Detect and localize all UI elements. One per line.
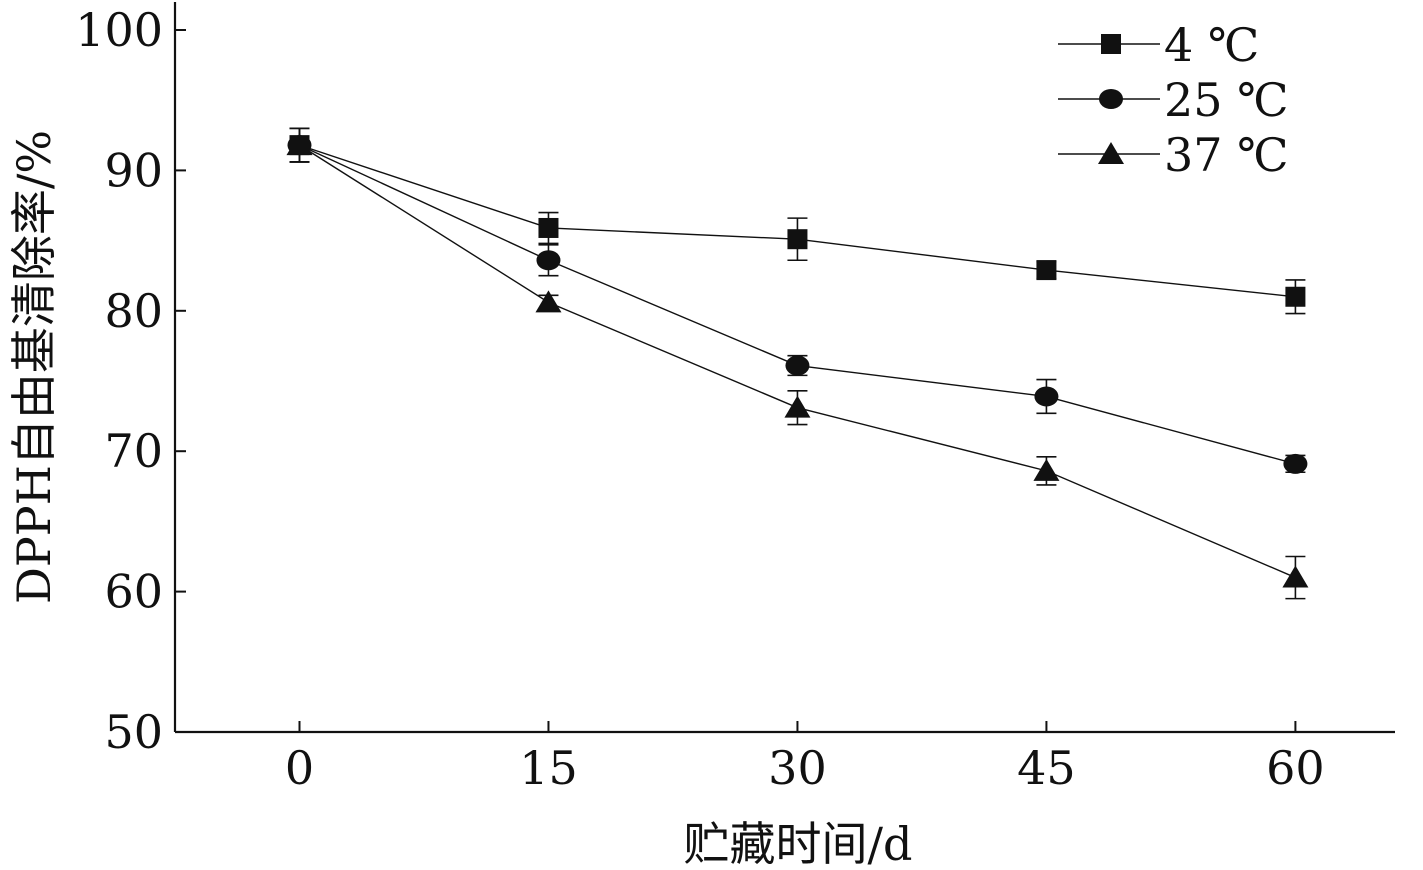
series-3	[286, 127, 1309, 600]
data-point	[1283, 453, 1308, 474]
x-axis-title: 贮藏时间/d	[684, 817, 913, 870]
data-point	[535, 290, 562, 313]
legend-item: 25 ℃	[1058, 73, 1289, 127]
data-point	[1285, 286, 1306, 307]
data-point	[536, 250, 561, 271]
legend-marker	[1098, 142, 1124, 164]
x-tick-label: 60	[1266, 741, 1325, 795]
legend-label: 25 ℃	[1164, 73, 1289, 127]
data-point	[1282, 565, 1309, 588]
legend-label: 4 ℃	[1164, 18, 1259, 72]
y-tick-label: 100	[75, 3, 163, 57]
y-tick-label: 90	[104, 143, 163, 197]
x-tick-label: 15	[519, 741, 578, 795]
x-tick-label: 30	[768, 741, 827, 795]
data-point	[787, 229, 808, 250]
legend-marker	[1099, 89, 1123, 109]
data-point	[784, 395, 811, 418]
axes	[173, 2, 1395, 734]
legend-item: 4 ℃	[1058, 18, 1259, 72]
legend-marker	[1101, 34, 1121, 54]
data-point	[785, 355, 810, 376]
legend-label: 37 ℃	[1164, 128, 1289, 182]
y-tick-label: 50	[104, 705, 163, 759]
y-tick-label: 60	[104, 565, 163, 619]
y-axis-title: DPPH自由基清除率/%	[7, 130, 61, 604]
x-tick-label: 45	[1017, 741, 1076, 795]
y-tick-label: 80	[104, 284, 163, 338]
legend: 4 ℃25 ℃37 ℃	[1058, 18, 1289, 182]
data-point	[286, 133, 313, 156]
data-point	[1036, 260, 1057, 281]
data-point	[1033, 458, 1060, 481]
y-tick-label: 70	[104, 424, 163, 478]
x-tick-label: 0	[285, 741, 314, 795]
legend-item: 37 ℃	[1058, 128, 1289, 182]
data-point	[1034, 386, 1059, 407]
data-point	[538, 217, 559, 238]
series-1	[289, 127, 1306, 315]
